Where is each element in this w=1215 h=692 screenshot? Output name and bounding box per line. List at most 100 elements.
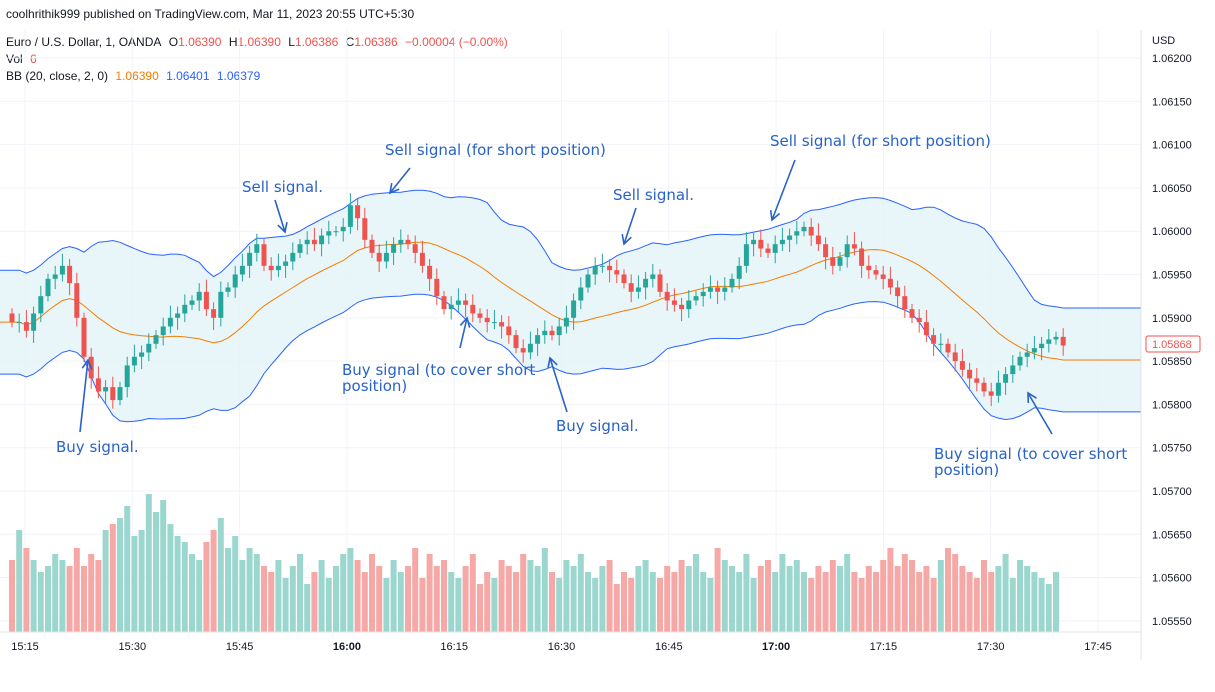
time-tick-label: 16:00 — [333, 641, 361, 653]
candle — [859, 241, 865, 278]
candle — [45, 273, 51, 302]
volume-bar — [858, 578, 865, 632]
candle — [549, 325, 555, 341]
volume-bar — [945, 548, 951, 632]
candle — [995, 370, 1001, 403]
candle — [1017, 351, 1023, 371]
candle — [275, 253, 281, 278]
candle — [419, 240, 425, 273]
volume-bar — [59, 560, 66, 632]
volume-bar — [873, 572, 879, 632]
volume-bar — [333, 566, 339, 632]
candle — [715, 280, 721, 304]
candle — [765, 243, 771, 259]
volume-legend[interactable]: Vol 6 — [6, 52, 41, 66]
candle — [693, 290, 699, 306]
low-value: L1.06386 — [288, 35, 339, 49]
signal-annotations: Sell signal. Sell signal (for short posit… — [56, 132, 1127, 479]
candle — [671, 288, 677, 312]
volume-bar — [210, 530, 217, 632]
volume-bar — [534, 566, 541, 632]
candle — [952, 343, 958, 372]
volume-bar — [527, 560, 534, 632]
price-tick-label: 1.05650 — [1152, 529, 1192, 541]
volume-bar — [347, 548, 354, 632]
price-axis[interactable]: 1.06200 1.06150 1.06100 1.06050 1.06000 1.059… — [1152, 53, 1192, 628]
volume-bar — [167, 524, 174, 632]
candle — [455, 288, 461, 312]
volume-bar — [23, 548, 30, 632]
candle — [599, 253, 605, 273]
candle — [988, 382, 994, 407]
candle — [923, 310, 929, 343]
volume-bar — [981, 560, 987, 632]
signal-arrow — [547, 356, 568, 413]
candle — [211, 302, 217, 330]
candle — [556, 317, 562, 346]
candle — [650, 264, 656, 288]
currency-label: USD — [1152, 35, 1175, 47]
candle — [52, 265, 58, 290]
time-tick-label: 17:30 — [977, 641, 1005, 653]
volume-bar — [736, 572, 743, 632]
candle — [391, 237, 397, 265]
candle — [751, 232, 757, 257]
volume-bar — [426, 554, 433, 632]
signal-arrow — [79, 358, 93, 433]
volume-bar — [613, 584, 620, 632]
candle — [175, 306, 181, 330]
candle — [563, 305, 569, 334]
close-value: C1.06386 — [345, 35, 398, 49]
volume-bar — [45, 566, 51, 632]
symbol-legend[interactable]: Euro / U.S. Dollar, 1, OANDA O1.06390 H1… — [6, 35, 512, 49]
candle — [801, 221, 807, 237]
candle — [153, 329, 159, 349]
volume-bar — [772, 572, 779, 632]
candle — [758, 229, 764, 258]
volume-bar — [714, 548, 721, 632]
candle — [1060, 328, 1066, 356]
volume-bar — [844, 554, 851, 632]
volume-bar — [268, 572, 275, 632]
volume-bar — [1045, 584, 1052, 632]
candle — [1053, 331, 1059, 345]
volume-bar — [815, 566, 822, 632]
volume-bar — [383, 578, 390, 632]
signal-arrow — [1027, 391, 1053, 435]
volume-bar — [837, 566, 843, 632]
candle — [355, 198, 361, 231]
time-tick-label: 17:00 — [762, 641, 790, 653]
candle — [239, 253, 245, 282]
volume-bar — [952, 554, 959, 632]
candle — [542, 320, 548, 344]
volume-bar — [635, 566, 642, 632]
candle — [23, 310, 29, 338]
candle — [347, 193, 353, 234]
volume-bar — [916, 572, 923, 632]
volume-bar — [304, 584, 311, 632]
volume-bar — [477, 584, 483, 632]
volume-bar — [390, 560, 397, 632]
candle — [844, 235, 850, 268]
bb-legend[interactable]: BB (20, close, 2, 0) 1.06390 1.06401 1.0… — [6, 69, 264, 83]
candle — [736, 257, 742, 290]
candle — [794, 220, 800, 245]
candle — [333, 226, 339, 237]
volume-bar — [462, 566, 469, 632]
candle — [103, 380, 109, 404]
candle — [38, 285, 44, 323]
price-tick-label: 1.05800 — [1152, 399, 1192, 411]
volume-bar — [88, 554, 95, 632]
volume-bar — [318, 560, 325, 632]
volume-bar — [455, 578, 462, 632]
volume-bar — [894, 566, 901, 632]
volume-bar — [765, 560, 771, 632]
volume-bar — [225, 548, 231, 632]
volume-bars — [9, 494, 1059, 632]
volume-bar — [217, 518, 224, 632]
candle — [909, 303, 915, 323]
annotation-text: Buy signal (to cover short — [934, 445, 1127, 463]
time-axis[interactable]: 15:15 15:30 15:45 16:00 16:15 16:30 16:45 17:00… — [11, 641, 1112, 653]
price-tick-label: 1.05700 — [1152, 486, 1192, 498]
